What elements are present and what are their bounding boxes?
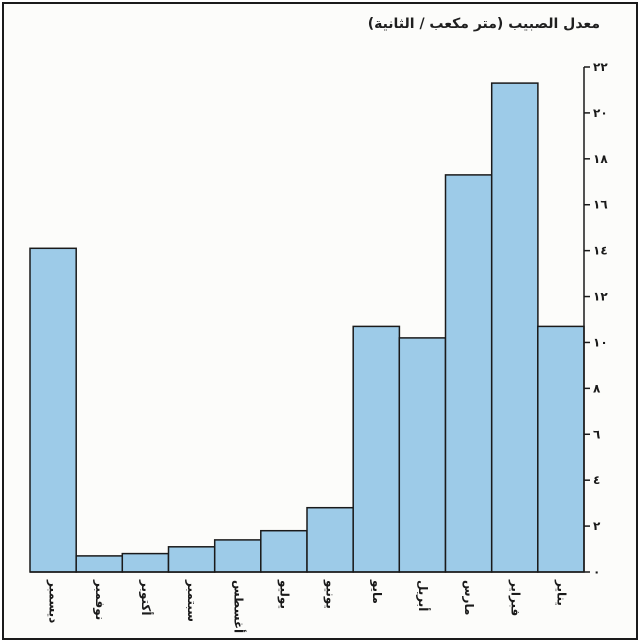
- y-tick-label: ١٠: [593, 335, 608, 349]
- y-tick-label: ٠: [593, 565, 600, 579]
- y-tick-label: ١٢: [593, 290, 608, 304]
- y-tick-label: ٦: [593, 427, 600, 441]
- bar: [260, 529, 308, 573]
- x-tick-label: ديسمبر: [47, 579, 61, 623]
- x-tick-label: فبراير: [508, 579, 522, 616]
- y-tick-label: ٨: [593, 381, 601, 395]
- y-tick-label: ١٦: [593, 198, 608, 212]
- bar: [398, 337, 447, 573]
- x-tick-label: أبريل: [416, 580, 431, 611]
- chart-title: معدل الصبيب (متر مكعب / الثانية): [367, 16, 600, 32]
- bar: [75, 555, 124, 573]
- bar: [213, 539, 262, 573]
- y-tick-label: ٢: [593, 519, 601, 533]
- x-tick-label: مايو: [369, 579, 384, 604]
- bar: [352, 325, 401, 573]
- x-tick-label: يونيو: [323, 579, 338, 609]
- y-tick-label: ١٤: [593, 244, 608, 258]
- x-tick-label: نوفمبر: [92, 579, 107, 620]
- x-tick-label: يناير: [554, 579, 568, 606]
- bar: [306, 506, 354, 573]
- y-tick-label: ٤: [593, 473, 600, 487]
- bar: [167, 546, 216, 573]
- bar: [537, 325, 585, 573]
- bar: [29, 247, 77, 573]
- x-tick-label: يوليو: [276, 579, 291, 609]
- y-tick-label: ١٨: [593, 152, 608, 166]
- bar: [121, 552, 170, 573]
- bar: [490, 82, 539, 573]
- bar: [444, 174, 493, 573]
- x-tick-label: أكتوبر: [138, 579, 154, 615]
- x-tick-label: مارس: [462, 580, 476, 615]
- y-tick-label: ٢٢: [593, 60, 608, 74]
- x-tick-label: أغسطس: [231, 580, 246, 633]
- y-tick-label: ٢٠: [593, 106, 608, 120]
- x-tick-label: سبتمبر: [185, 579, 199, 622]
